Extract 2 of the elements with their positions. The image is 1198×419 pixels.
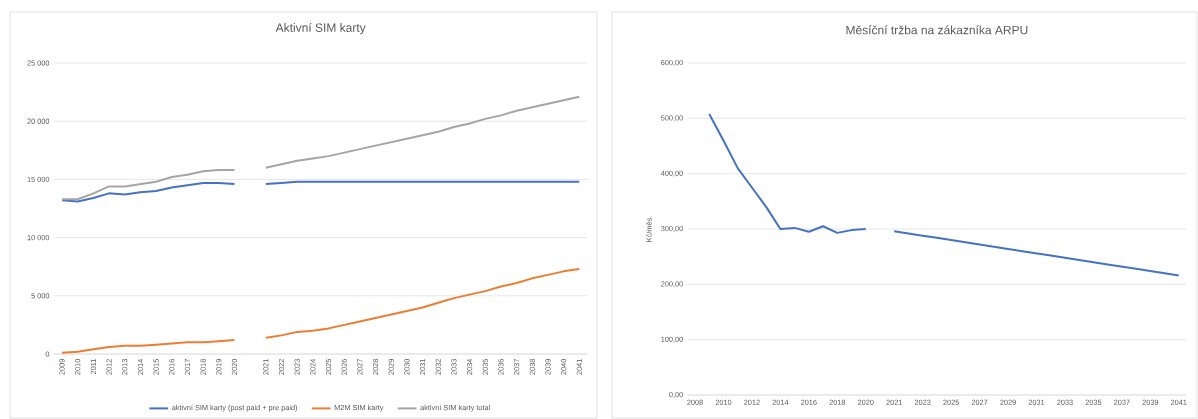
chart-title: Aktivní SIM karty <box>275 22 366 35</box>
chart-title: Měsíční tržba na zákazníka ARPU <box>846 25 1028 35</box>
